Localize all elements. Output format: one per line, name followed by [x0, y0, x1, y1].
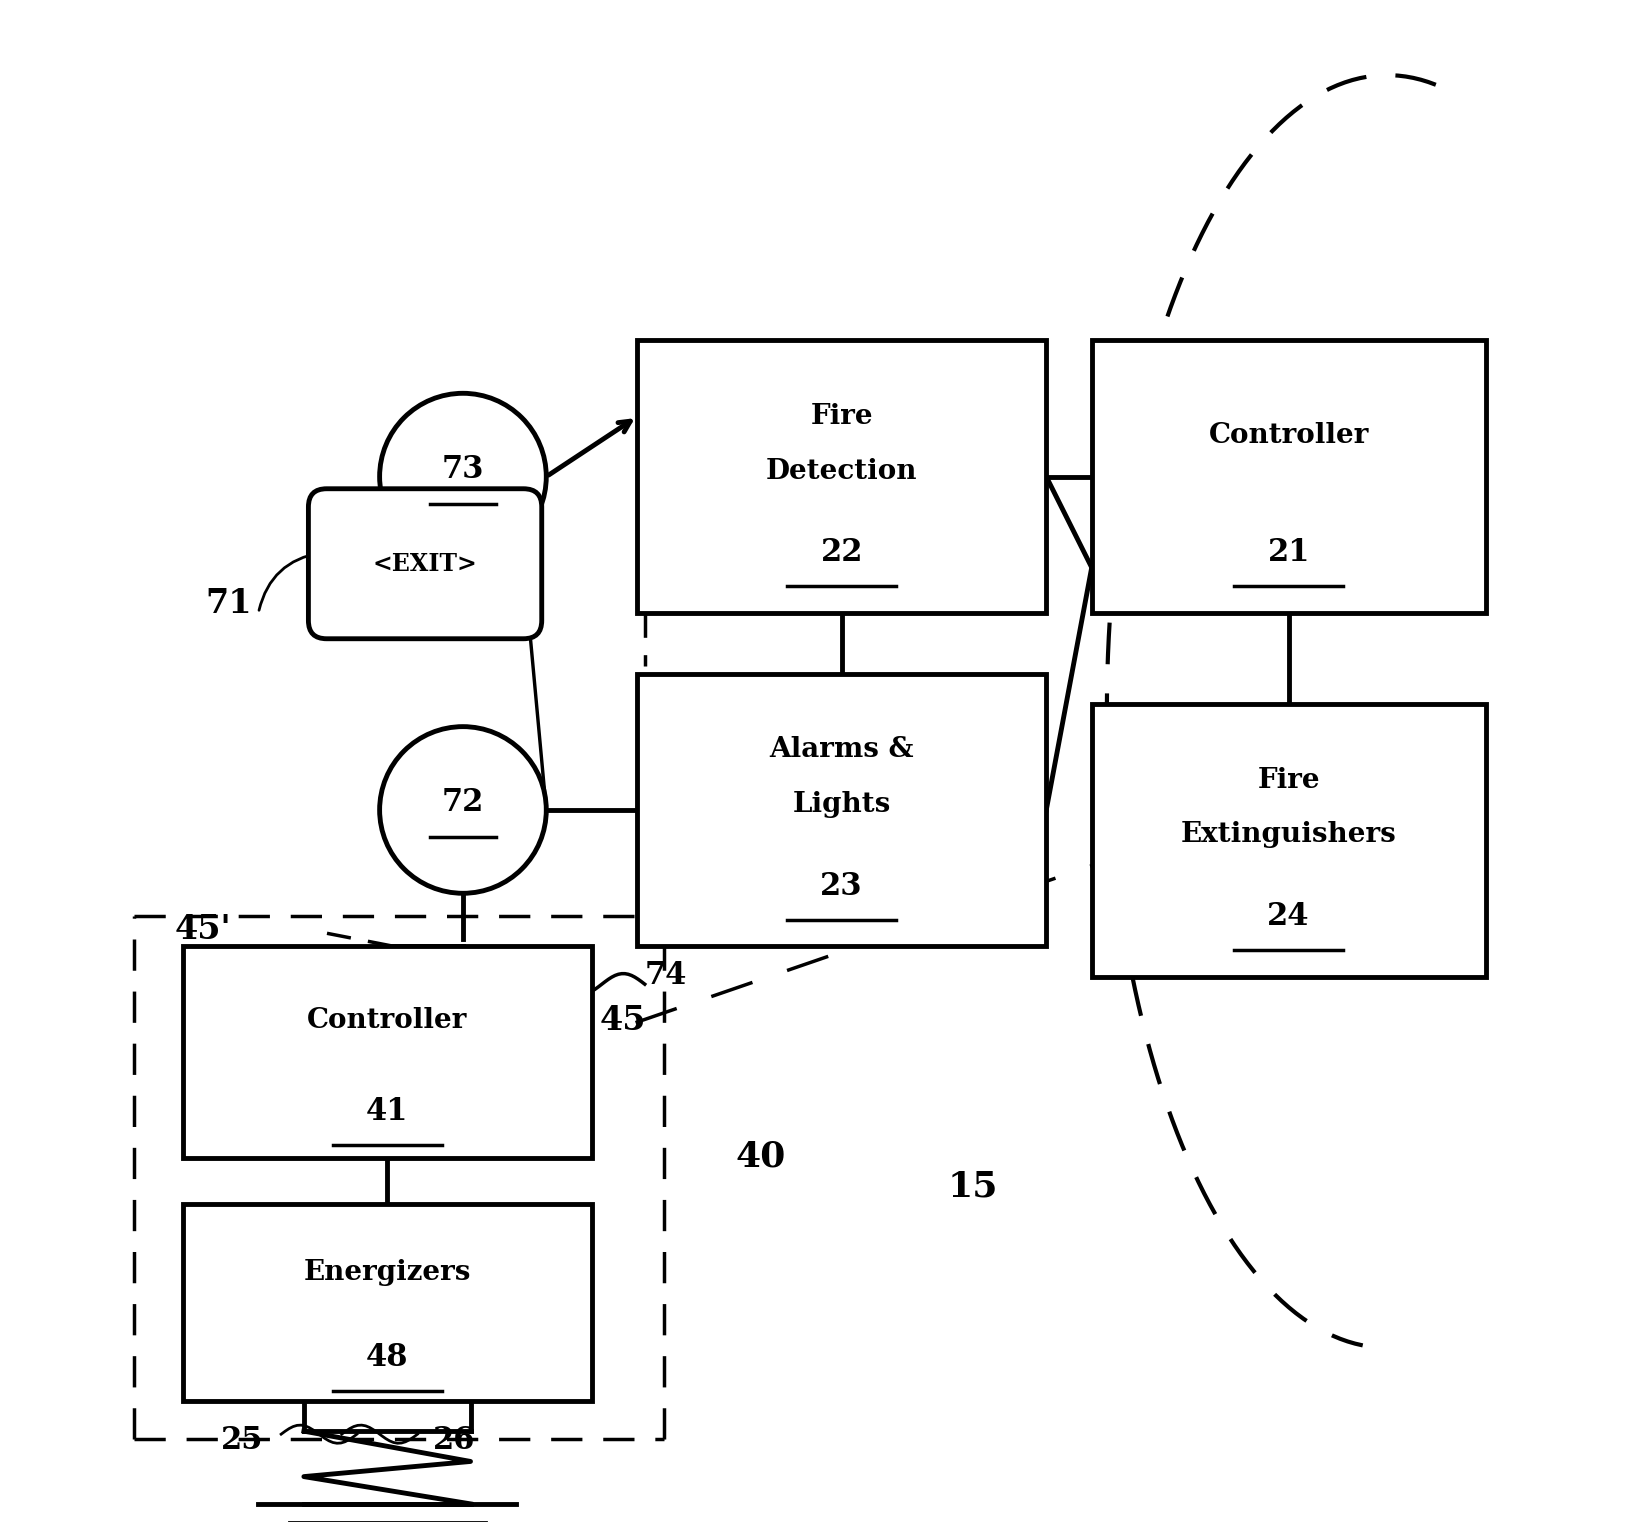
- Bar: [183, 1203, 591, 1401]
- Bar: [1091, 341, 1486, 613]
- Text: Controller: Controller: [306, 1008, 467, 1034]
- Text: <EXIT>: <EXIT>: [372, 552, 478, 576]
- Text: 74: 74: [645, 960, 686, 991]
- Circle shape: [380, 393, 547, 560]
- Bar: [637, 341, 1047, 613]
- Text: 72: 72: [442, 787, 485, 818]
- Text: Lights: Lights: [793, 790, 891, 818]
- Bar: [637, 674, 1047, 946]
- Text: 21: 21: [1268, 538, 1310, 569]
- Text: 15: 15: [948, 1170, 998, 1203]
- Text: 24: 24: [1268, 901, 1310, 933]
- Text: Extinguishers: Extinguishers: [1181, 821, 1397, 849]
- Circle shape: [380, 726, 547, 893]
- Text: 22: 22: [821, 538, 863, 569]
- FancyBboxPatch shape: [308, 489, 542, 639]
- Text: 41: 41: [365, 1096, 408, 1127]
- Text: Fire: Fire: [811, 404, 873, 430]
- Bar: [1091, 703, 1486, 977]
- Text: Detection: Detection: [767, 457, 917, 485]
- Text: 26: 26: [432, 1425, 475, 1456]
- Text: 23: 23: [821, 872, 863, 902]
- Text: 45: 45: [600, 1003, 645, 1037]
- Text: 71: 71: [205, 587, 252, 619]
- Text: Alarms &: Alarms &: [770, 737, 914, 763]
- Text: Energizers: Energizers: [303, 1260, 470, 1286]
- Text: 25: 25: [221, 1425, 264, 1456]
- Text: Fire: Fire: [1258, 766, 1320, 794]
- Text: 48: 48: [365, 1342, 408, 1373]
- Text: 40: 40: [735, 1139, 786, 1173]
- Text: 73: 73: [442, 454, 485, 485]
- Text: Controller: Controller: [1209, 422, 1369, 450]
- Bar: [183, 946, 591, 1159]
- Text: 45': 45': [175, 913, 231, 946]
